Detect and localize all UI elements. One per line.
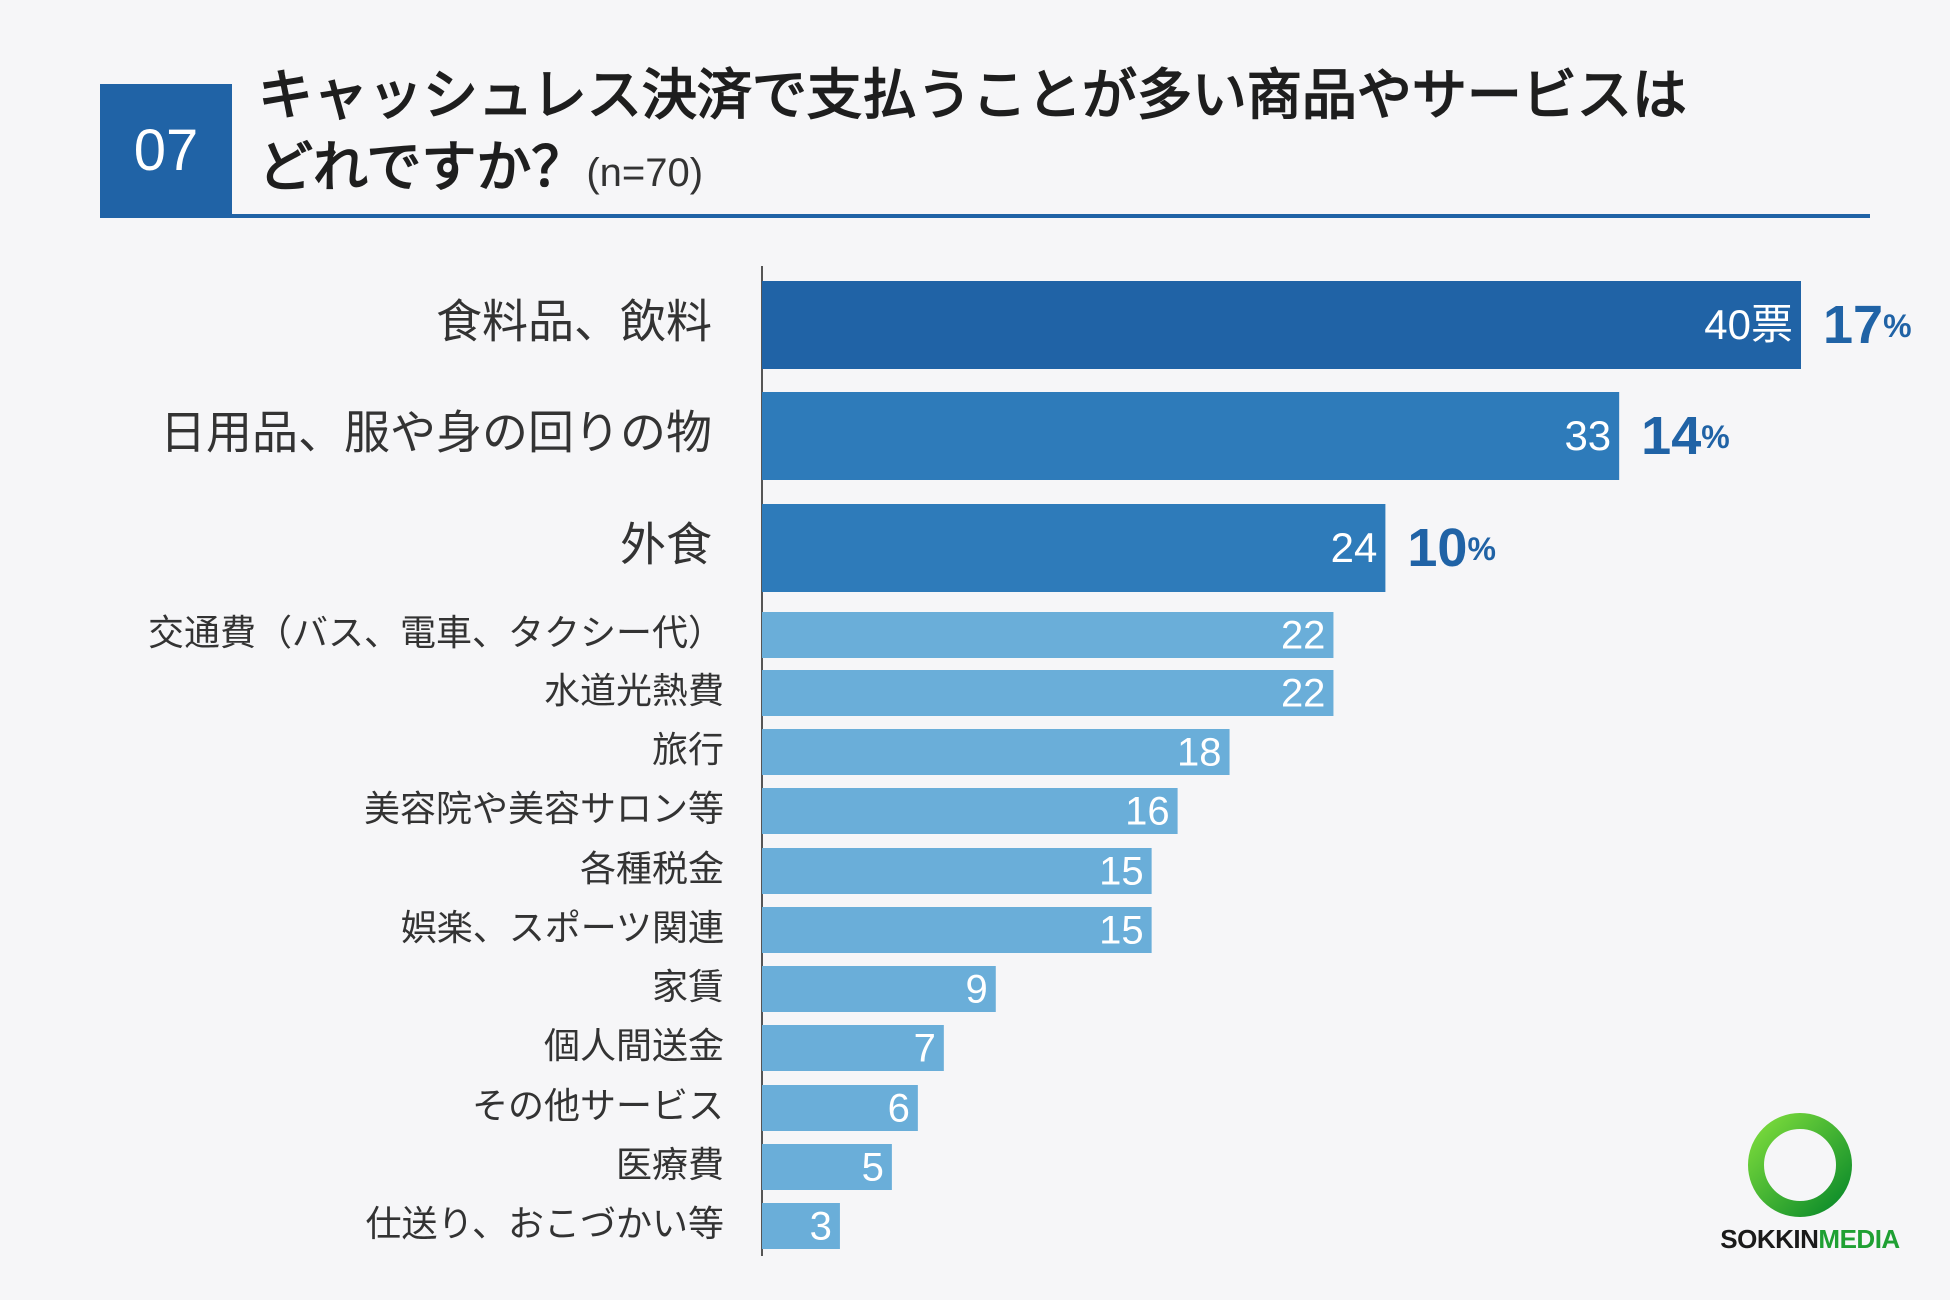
percent-unit-2: %	[1467, 531, 1495, 567]
percent-label-1: 14%	[1641, 406, 1730, 466]
category-label-5: 旅行	[652, 730, 724, 771]
value-label-4: 22	[1281, 672, 1326, 716]
chart-title-line2: どれですか？(n=70)	[258, 132, 703, 208]
percent-unit-0: %	[1883, 308, 1911, 344]
bar-9	[762, 966, 996, 1012]
value-label-8: 15	[1099, 909, 1144, 953]
logo-ring-icon	[1748, 1113, 1852, 1217]
category-label-3: 交通費（バス、電車、タクシー代）	[148, 613, 724, 654]
category-label-10: 個人間送金	[544, 1026, 724, 1067]
category-label-2: 外食	[620, 518, 712, 572]
bar-4	[762, 670, 1334, 716]
category-label-7: 各種税金	[580, 849, 724, 890]
value-label-10: 7	[914, 1027, 936, 1071]
sample-size: (n=70)	[586, 151, 704, 195]
category-label-4: 水道光熱費	[544, 671, 724, 712]
value-label-13: 3	[810, 1205, 832, 1249]
percent-label-0: 17%	[1823, 295, 1912, 355]
value-label-11: 6	[888, 1087, 910, 1131]
value-label-6: 16	[1125, 790, 1170, 834]
percent-label-2: 10%	[1407, 518, 1496, 578]
chart-title-line1: キャッシュレス決済で支払うことが多い商品やサービスは	[258, 63, 1687, 127]
percent-number-1: 14	[1641, 406, 1701, 466]
category-label-6: 美容院や美容サロン等	[364, 789, 724, 830]
bar-13	[762, 1203, 840, 1249]
category-label-0: 食料品、飲料	[436, 295, 712, 349]
bar-7	[762, 848, 1152, 894]
header-underline	[100, 214, 1870, 218]
category-label-13: 仕送り、おこづかい等	[365, 1204, 724, 1245]
logo-word-media: MEDIA	[1818, 1224, 1900, 1254]
sokkin-media-logo: SOKKINMEDIA	[1690, 1108, 1930, 1258]
category-label-9: 家賃	[652, 967, 724, 1008]
bar-0	[762, 281, 1801, 369]
category-label-1: 日用品、服や身の回りの物	[160, 406, 712, 460]
percent-unit-1: %	[1701, 419, 1729, 455]
bar-5	[762, 729, 1230, 775]
value-label-3: 22	[1281, 614, 1326, 658]
value-label-0: 40票	[1704, 301, 1793, 348]
logo-wordmark: SOKKINMEDIA	[1690, 1224, 1930, 1255]
value-label-9: 9	[966, 968, 988, 1012]
bar-6	[762, 788, 1178, 834]
bar-8	[762, 907, 1152, 953]
question-number-badge: 07	[100, 84, 232, 216]
bar-3	[762, 612, 1334, 658]
category-label-11: その他サービス	[472, 1086, 724, 1127]
category-label-12: 医療費	[616, 1145, 724, 1186]
value-label-5: 18	[1177, 731, 1222, 775]
bar-12	[762, 1144, 892, 1190]
value-label-1: 33	[1564, 412, 1611, 459]
logo-word-sokkin: SOKKIN	[1720, 1224, 1819, 1254]
value-label-7: 15	[1099, 850, 1144, 894]
value-label-12: 5	[862, 1146, 884, 1190]
bar-10	[762, 1025, 944, 1071]
percent-number-2: 10	[1407, 518, 1467, 578]
bar-11	[762, 1085, 918, 1131]
category-label-8: 娯楽、スポーツ関連	[401, 908, 724, 949]
percent-number-0: 17	[1823, 295, 1883, 355]
chart-title-line2-text: どれですか？	[258, 135, 587, 199]
bar-2	[762, 504, 1386, 592]
value-label-2: 24	[1331, 524, 1378, 571]
bar-1	[762, 392, 1620, 480]
